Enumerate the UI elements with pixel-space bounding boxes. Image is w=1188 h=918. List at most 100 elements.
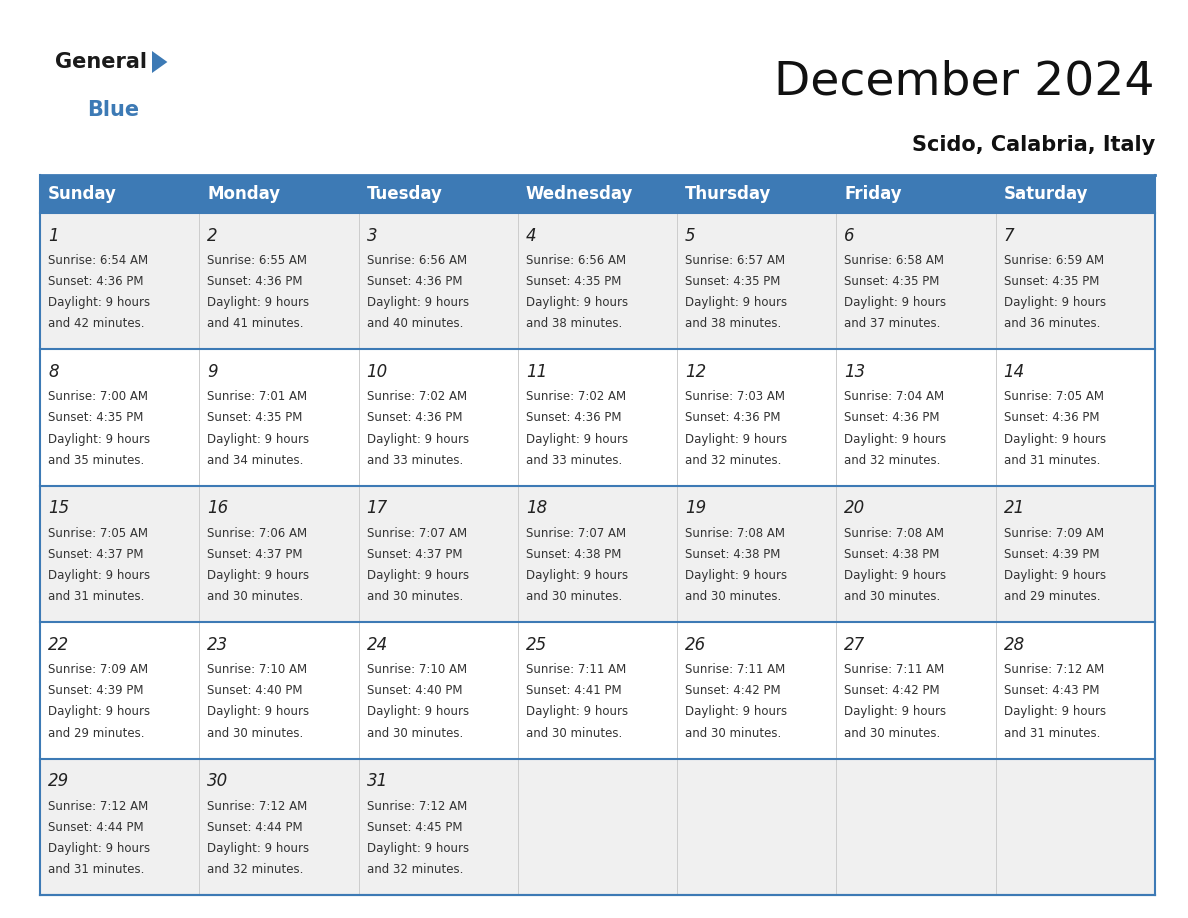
Bar bbox=[836, 622, 996, 758]
Text: 2: 2 bbox=[207, 227, 217, 244]
Text: Sunrise: 7:04 AM: Sunrise: 7:04 AM bbox=[845, 390, 944, 403]
Text: and 30 minutes.: and 30 minutes. bbox=[845, 590, 941, 603]
Text: 21: 21 bbox=[1004, 499, 1025, 518]
Text: 23: 23 bbox=[207, 636, 228, 654]
Text: December 2024: December 2024 bbox=[775, 60, 1155, 105]
Text: and 37 minutes.: and 37 minutes. bbox=[845, 318, 941, 330]
Text: Sunrise: 7:01 AM: Sunrise: 7:01 AM bbox=[207, 390, 308, 403]
Bar bbox=[996, 213, 1155, 350]
Text: Sunrise: 7:07 AM: Sunrise: 7:07 AM bbox=[526, 527, 626, 540]
Text: 27: 27 bbox=[845, 636, 866, 654]
Text: 26: 26 bbox=[685, 636, 707, 654]
Text: Sunrise: 7:12 AM: Sunrise: 7:12 AM bbox=[367, 800, 467, 812]
Bar bbox=[677, 175, 836, 213]
Bar bbox=[518, 213, 677, 350]
Text: Sunday: Sunday bbox=[48, 185, 116, 203]
Text: Sunrise: 7:09 AM: Sunrise: 7:09 AM bbox=[48, 663, 148, 677]
Text: Sunrise: 6:56 AM: Sunrise: 6:56 AM bbox=[526, 254, 626, 267]
Text: Sunset: 4:36 PM: Sunset: 4:36 PM bbox=[207, 275, 303, 288]
Text: Sunrise: 7:12 AM: Sunrise: 7:12 AM bbox=[1004, 663, 1104, 677]
Text: and 40 minutes.: and 40 minutes. bbox=[367, 318, 463, 330]
Text: Daylight: 9 hours: Daylight: 9 hours bbox=[526, 569, 628, 582]
Text: Sunset: 4:36 PM: Sunset: 4:36 PM bbox=[367, 275, 462, 288]
Text: Sunset: 4:38 PM: Sunset: 4:38 PM bbox=[526, 548, 621, 561]
Text: Sunrise: 7:05 AM: Sunrise: 7:05 AM bbox=[48, 527, 148, 540]
Bar bbox=[677, 622, 836, 758]
Text: and 33 minutes.: and 33 minutes. bbox=[367, 453, 463, 466]
Bar bbox=[200, 486, 359, 622]
Text: Sunrise: 7:10 AM: Sunrise: 7:10 AM bbox=[367, 663, 467, 677]
Text: Sunset: 4:38 PM: Sunset: 4:38 PM bbox=[845, 548, 940, 561]
Text: Sunset: 4:39 PM: Sunset: 4:39 PM bbox=[48, 684, 144, 698]
Text: Daylight: 9 hours: Daylight: 9 hours bbox=[207, 569, 309, 582]
Text: 8: 8 bbox=[48, 363, 58, 381]
Text: 20: 20 bbox=[845, 499, 866, 518]
Text: 4: 4 bbox=[526, 227, 537, 244]
Text: 6: 6 bbox=[845, 227, 855, 244]
Text: and 30 minutes.: and 30 minutes. bbox=[367, 590, 463, 603]
Bar bbox=[836, 350, 996, 486]
Text: 30: 30 bbox=[207, 772, 228, 790]
Text: Sunrise: 7:08 AM: Sunrise: 7:08 AM bbox=[845, 527, 944, 540]
Text: Sunset: 4:35 PM: Sunset: 4:35 PM bbox=[845, 275, 940, 288]
Text: Sunrise: 7:12 AM: Sunrise: 7:12 AM bbox=[207, 800, 308, 812]
Text: Sunrise: 6:56 AM: Sunrise: 6:56 AM bbox=[367, 254, 467, 267]
Text: Friday: Friday bbox=[845, 185, 902, 203]
Text: 3: 3 bbox=[367, 227, 377, 244]
Bar bbox=[677, 350, 836, 486]
Text: Sunrise: 6:59 AM: Sunrise: 6:59 AM bbox=[1004, 254, 1104, 267]
Bar bbox=[359, 350, 518, 486]
Text: Sunset: 4:36 PM: Sunset: 4:36 PM bbox=[1004, 411, 1099, 424]
Text: Sunset: 4:36 PM: Sunset: 4:36 PM bbox=[526, 411, 621, 424]
Bar bbox=[40, 175, 200, 213]
Text: Sunset: 4:39 PM: Sunset: 4:39 PM bbox=[1004, 548, 1099, 561]
Text: Sunrise: 7:10 AM: Sunrise: 7:10 AM bbox=[207, 663, 308, 677]
Text: and 31 minutes.: and 31 minutes. bbox=[1004, 726, 1100, 740]
Text: 18: 18 bbox=[526, 499, 546, 518]
Text: and 33 minutes.: and 33 minutes. bbox=[526, 453, 623, 466]
Text: Sunrise: 7:11 AM: Sunrise: 7:11 AM bbox=[526, 663, 626, 677]
Bar bbox=[200, 213, 359, 350]
Text: Sunset: 4:42 PM: Sunset: 4:42 PM bbox=[685, 684, 781, 698]
Bar bbox=[359, 486, 518, 622]
Bar bbox=[677, 486, 836, 622]
Text: Daylight: 9 hours: Daylight: 9 hours bbox=[367, 705, 468, 719]
Text: and 32 minutes.: and 32 minutes. bbox=[207, 863, 304, 876]
Text: Sunset: 4:36 PM: Sunset: 4:36 PM bbox=[845, 411, 940, 424]
Text: and 29 minutes.: and 29 minutes. bbox=[48, 726, 145, 740]
Text: Sunrise: 7:08 AM: Sunrise: 7:08 AM bbox=[685, 527, 785, 540]
Text: and 36 minutes.: and 36 minutes. bbox=[1004, 318, 1100, 330]
Text: Thursday: Thursday bbox=[685, 185, 771, 203]
Bar bbox=[518, 622, 677, 758]
Text: and 30 minutes.: and 30 minutes. bbox=[845, 726, 941, 740]
Text: Blue: Blue bbox=[87, 100, 139, 120]
Text: 5: 5 bbox=[685, 227, 696, 244]
Text: Sunset: 4:35 PM: Sunset: 4:35 PM bbox=[1004, 275, 1099, 288]
Text: Saturday: Saturday bbox=[1004, 185, 1088, 203]
Text: Tuesday: Tuesday bbox=[367, 185, 442, 203]
Text: and 30 minutes.: and 30 minutes. bbox=[526, 590, 623, 603]
Text: Daylight: 9 hours: Daylight: 9 hours bbox=[1004, 432, 1106, 445]
Text: Daylight: 9 hours: Daylight: 9 hours bbox=[207, 705, 309, 719]
Text: Sunset: 4:44 PM: Sunset: 4:44 PM bbox=[48, 821, 144, 834]
Text: Sunset: 4:37 PM: Sunset: 4:37 PM bbox=[207, 548, 303, 561]
Text: Daylight: 9 hours: Daylight: 9 hours bbox=[526, 705, 628, 719]
Text: Sunset: 4:43 PM: Sunset: 4:43 PM bbox=[1004, 684, 1099, 698]
Bar bbox=[200, 622, 359, 758]
Bar bbox=[518, 486, 677, 622]
Text: and 30 minutes.: and 30 minutes. bbox=[685, 590, 782, 603]
Text: Daylight: 9 hours: Daylight: 9 hours bbox=[1004, 705, 1106, 719]
Text: Daylight: 9 hours: Daylight: 9 hours bbox=[845, 297, 947, 309]
Text: General: General bbox=[55, 52, 147, 72]
Bar bbox=[40, 486, 200, 622]
Bar bbox=[836, 213, 996, 350]
Text: Sunset: 4:40 PM: Sunset: 4:40 PM bbox=[367, 684, 462, 698]
Bar bbox=[359, 213, 518, 350]
Bar bbox=[836, 175, 996, 213]
Text: Daylight: 9 hours: Daylight: 9 hours bbox=[685, 297, 788, 309]
Text: Sunset: 4:36 PM: Sunset: 4:36 PM bbox=[685, 411, 781, 424]
Text: 1: 1 bbox=[48, 227, 58, 244]
Text: Sunrise: 7:11 AM: Sunrise: 7:11 AM bbox=[685, 663, 785, 677]
Text: and 30 minutes.: and 30 minutes. bbox=[207, 726, 303, 740]
Text: Daylight: 9 hours: Daylight: 9 hours bbox=[845, 569, 947, 582]
